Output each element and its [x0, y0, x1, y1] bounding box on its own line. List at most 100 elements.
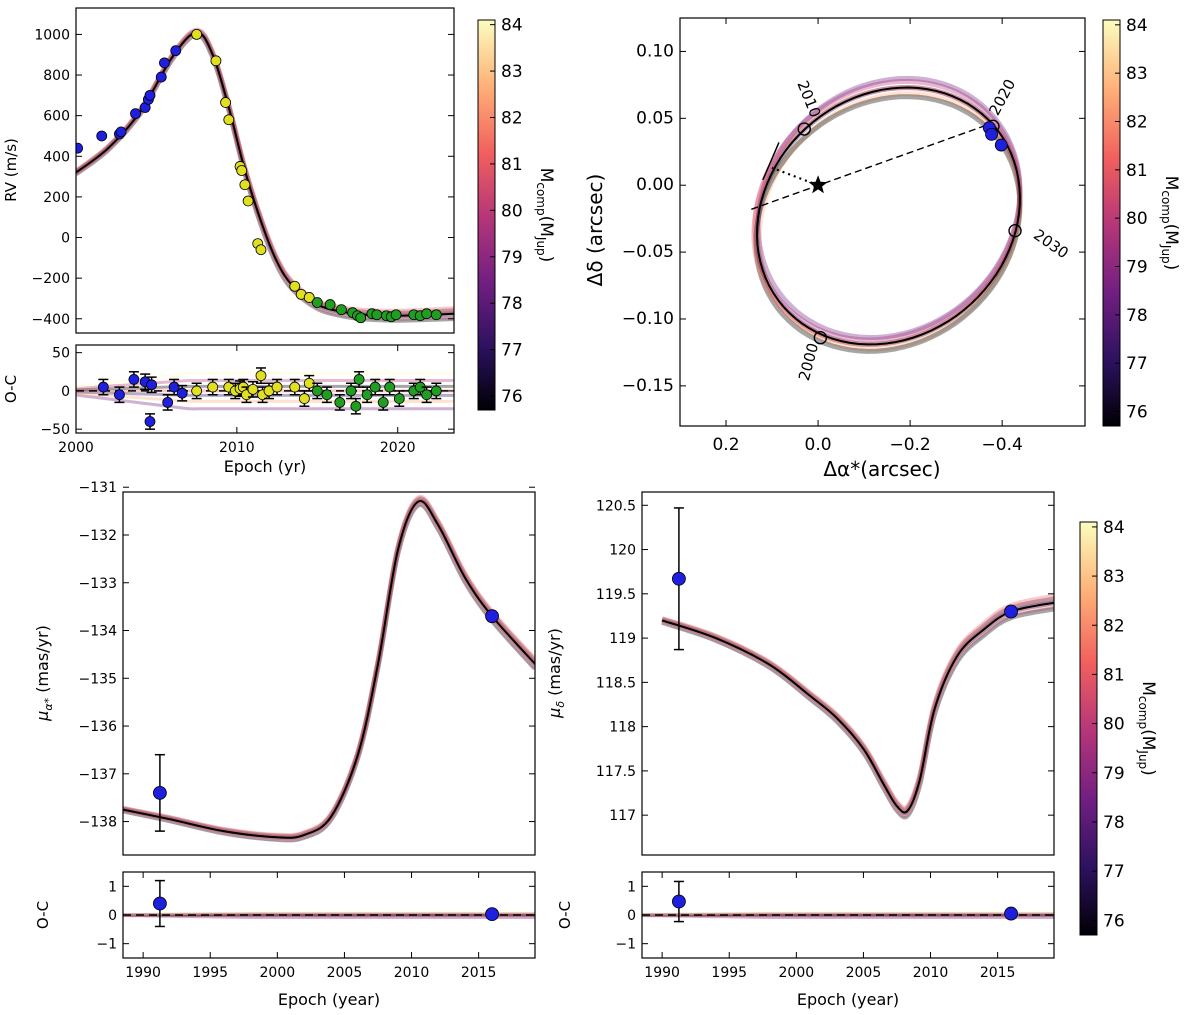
- ytick-label: 0.05: [636, 108, 674, 128]
- ytick-label: 600: [43, 109, 70, 125]
- xtick-label: 1990: [125, 965, 161, 981]
- residual-line: [123, 914, 535, 919]
- xtick-label: 2000: [779, 965, 815, 981]
- colorbar-tick-label: 84: [501, 16, 523, 36]
- colorbar-tick-label: 82: [1126, 113, 1148, 133]
- xtick-label: 2010: [219, 440, 255, 456]
- rv-data-point: [76, 142, 84, 154]
- rv-residual-point: [128, 374, 140, 385]
- ytick-label: 200: [43, 190, 70, 206]
- posterior-orbit-line: [661, 598, 1054, 814]
- rv-residual-point: [176, 387, 188, 399]
- rv-residual-point: [321, 389, 333, 401]
- colorbar-tick-label: 81: [501, 155, 523, 175]
- rv-residual-point: [168, 381, 180, 393]
- rv-residual-point: [377, 396, 389, 408]
- pm-ra-ylabel: μα* (mas/yr): [33, 625, 55, 722]
- rv-residual-point: [271, 381, 283, 393]
- colorbar-label: Mcomp(MJup): [534, 168, 556, 263]
- posterior-orbit-line: [76, 30, 454, 320]
- colorbar-tick-label: 80: [1126, 209, 1148, 229]
- ytick-label: 120.5: [596, 498, 636, 514]
- residual-line: [123, 911, 535, 916]
- pm-dec-residual-point: [1004, 906, 1018, 921]
- colorbar-tick-label: 81: [1103, 665, 1125, 685]
- ytick-label: −400: [32, 312, 70, 328]
- rv-data-point: [289, 280, 301, 292]
- ytick-label: 0: [108, 908, 117, 924]
- ytick-label: −136: [79, 719, 118, 735]
- posterior-orbit-line: [123, 496, 535, 839]
- posterior-orbit-line: [123, 498, 535, 841]
- epoch-label: 2020: [985, 76, 1019, 118]
- rv-data-point: [311, 297, 323, 308]
- rv-residual-point: [334, 396, 346, 408]
- ytick-label: 0.00: [636, 175, 674, 195]
- colorbar-tick-label: 78: [1103, 813, 1125, 833]
- rv-residual-point: [114, 389, 125, 401]
- ytick-label: −137: [79, 767, 117, 783]
- colorbar-tick-label: 77: [1126, 354, 1148, 374]
- rv-data-point: [390, 309, 402, 321]
- residual-line: [76, 378, 454, 390]
- rv-data-point: [421, 308, 433, 320]
- ytick-label: 1: [627, 879, 636, 895]
- best-fit-line: [123, 499, 535, 839]
- rv-data-point: [96, 130, 108, 142]
- rv-oc-xlabel: Epoch (yr): [224, 457, 307, 476]
- posterior-orbit-line: [76, 28, 454, 316]
- ytick-label: 0: [61, 384, 70, 400]
- ytick-label: −1: [615, 937, 636, 953]
- rv-data-point: [155, 71, 167, 83]
- pm-ra-data-point: [485, 609, 499, 624]
- ytick-label: 400: [43, 149, 70, 165]
- rv-data-point: [236, 165, 248, 176]
- residual-line: [642, 913, 1054, 918]
- xtick-label: 2005: [846, 965, 882, 981]
- epoch-marker: [797, 122, 811, 136]
- colorbar-tick-label: 83: [1126, 64, 1148, 84]
- astrometry-panel: 2010 2020 2030 2000 −0.15 −0.10 −0.05 0.00 0.05…: [583, 17, 1086, 481]
- colorbar-tick-label: 80: [501, 201, 523, 221]
- posterior-orbit-line: [123, 500, 535, 842]
- xtick-label: 2000: [260, 965, 296, 981]
- ytick-label: 1: [108, 879, 117, 895]
- ytick-label: 117: [609, 808, 636, 824]
- colorbar-tick-label: 79: [1126, 258, 1148, 278]
- colorbar-tick-label: 79: [501, 248, 523, 268]
- ytick-label: 119.5: [596, 587, 636, 603]
- pm-ra-oc-ylabel: O-C: [34, 901, 52, 929]
- ytick-label: −50: [40, 422, 70, 438]
- pm-dec-oc-ylabel: O-C: [556, 901, 574, 929]
- rv-residual-point: [393, 393, 405, 404]
- rv-residual-point: [421, 389, 433, 401]
- colorbar-tick-label: 76: [1103, 911, 1125, 931]
- colorbar-tick-label: 79: [1103, 764, 1125, 784]
- ytick-label: −131: [79, 480, 117, 496]
- ytick-label: 1000: [34, 27, 70, 43]
- ytick-label: 800: [43, 68, 70, 84]
- pm-dec-ylabel: μδ (mas/yr): [545, 628, 567, 719]
- rv-data-point: [223, 114, 235, 126]
- colorbar-tick-label: 80: [1103, 715, 1125, 735]
- periastron-line: [771, 166, 819, 187]
- xtick-label: 2005: [327, 965, 363, 981]
- posterior-orbit-line: [661, 606, 1054, 820]
- xtick-label: 2020: [380, 440, 416, 456]
- colorbar-tick-label: 78: [1126, 306, 1148, 326]
- epoch-label: 2000: [795, 341, 822, 383]
- pm-ra-data-point: [153, 786, 167, 800]
- xtick-label: 1990: [644, 965, 680, 981]
- astrometry-xlabel: Δα*(arcsec): [823, 457, 940, 481]
- colorbar-gradient: [477, 19, 496, 411]
- colorbar-gradient: [1079, 521, 1098, 936]
- pm-ra-residual-point: [153, 896, 167, 911]
- periastron-tick: [762, 142, 780, 181]
- colorbar-tick-label: 82: [501, 109, 523, 129]
- rv-data-point: [371, 309, 383, 321]
- rv-residual-point: [289, 381, 301, 393]
- pm-dec-residual-point: [672, 894, 686, 909]
- xtick-label: 2015: [980, 965, 1016, 981]
- rv-residual-point: [97, 381, 109, 393]
